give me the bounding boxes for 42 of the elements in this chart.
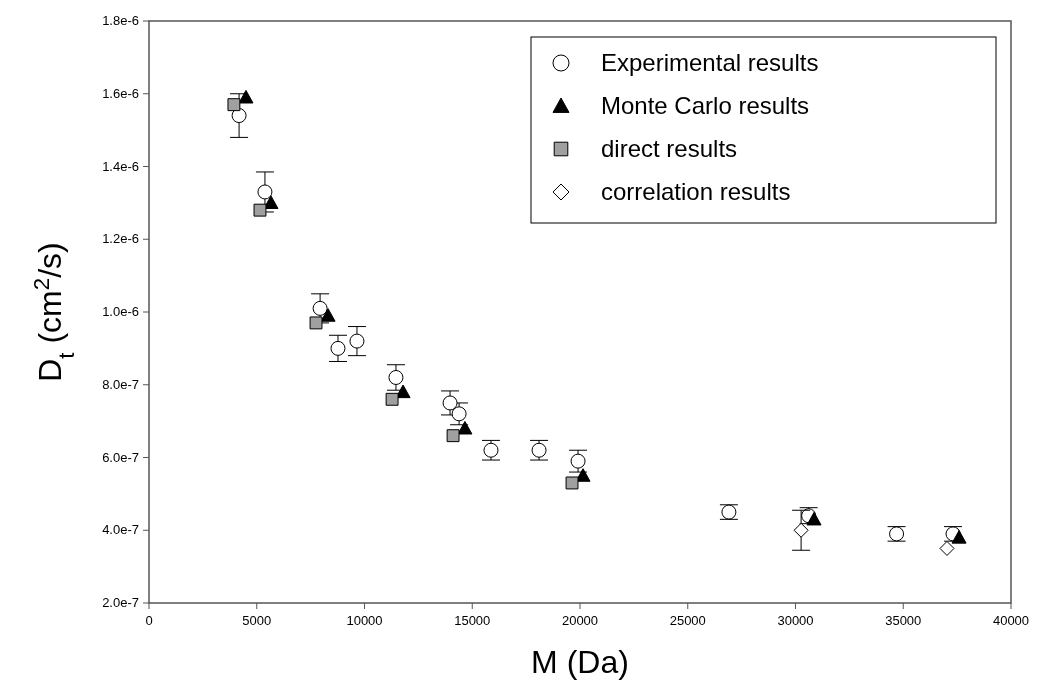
point (238, 89, 254, 104)
point (320, 308, 336, 322)
point (951, 530, 967, 544)
x-axis-title: M (Da) (531, 644, 629, 680)
point (565, 476, 579, 490)
legend-label: Experimental results (601, 49, 819, 76)
legend-label: Monte Carlo results (601, 92, 810, 119)
x-tick-label: 35000 (885, 613, 922, 628)
point (330, 340, 346, 356)
point (257, 184, 273, 200)
point (388, 369, 404, 385)
x-tick-label: 0 (145, 613, 153, 628)
legend-label: direct results (601, 135, 738, 162)
point (806, 511, 822, 526)
y-tick-label: 6.0e-7 (102, 449, 139, 465)
x-tick-label: 25000 (669, 613, 706, 628)
y-tick-label: 8.0e-7 (102, 376, 139, 392)
point (385, 392, 399, 406)
point (231, 108, 247, 124)
y-tick-label: 1.0e-6 (102, 304, 139, 319)
y-tick-label: 2.0e-7 (102, 595, 139, 610)
y-tick-label: 1.8e-6 (102, 13, 139, 28)
point (253, 203, 267, 217)
point (349, 333, 365, 349)
y-tick-label: 1.6e-6 (102, 85, 139, 101)
x-tick-label: 40000 (992, 613, 1030, 628)
x-tick-label: 5000 (242, 613, 272, 628)
point (793, 522, 809, 538)
x-tick-label: 15000 (454, 613, 491, 628)
point (227, 98, 241, 112)
legend-label: correlation results (601, 178, 791, 205)
point (446, 429, 460, 443)
point (309, 316, 323, 330)
point (442, 395, 458, 411)
y-tick-label: 1.4e-6 (102, 158, 139, 174)
x-tick-label: 10000 (346, 613, 383, 628)
point (312, 300, 328, 316)
y-tick-label: 1.2e-6 (102, 231, 139, 247)
point (457, 420, 473, 435)
x-tick-label: 30000 (777, 613, 814, 628)
y-tick-label: 4.0e-7 (102, 522, 139, 538)
x-tick-label: 20000 (561, 613, 599, 628)
